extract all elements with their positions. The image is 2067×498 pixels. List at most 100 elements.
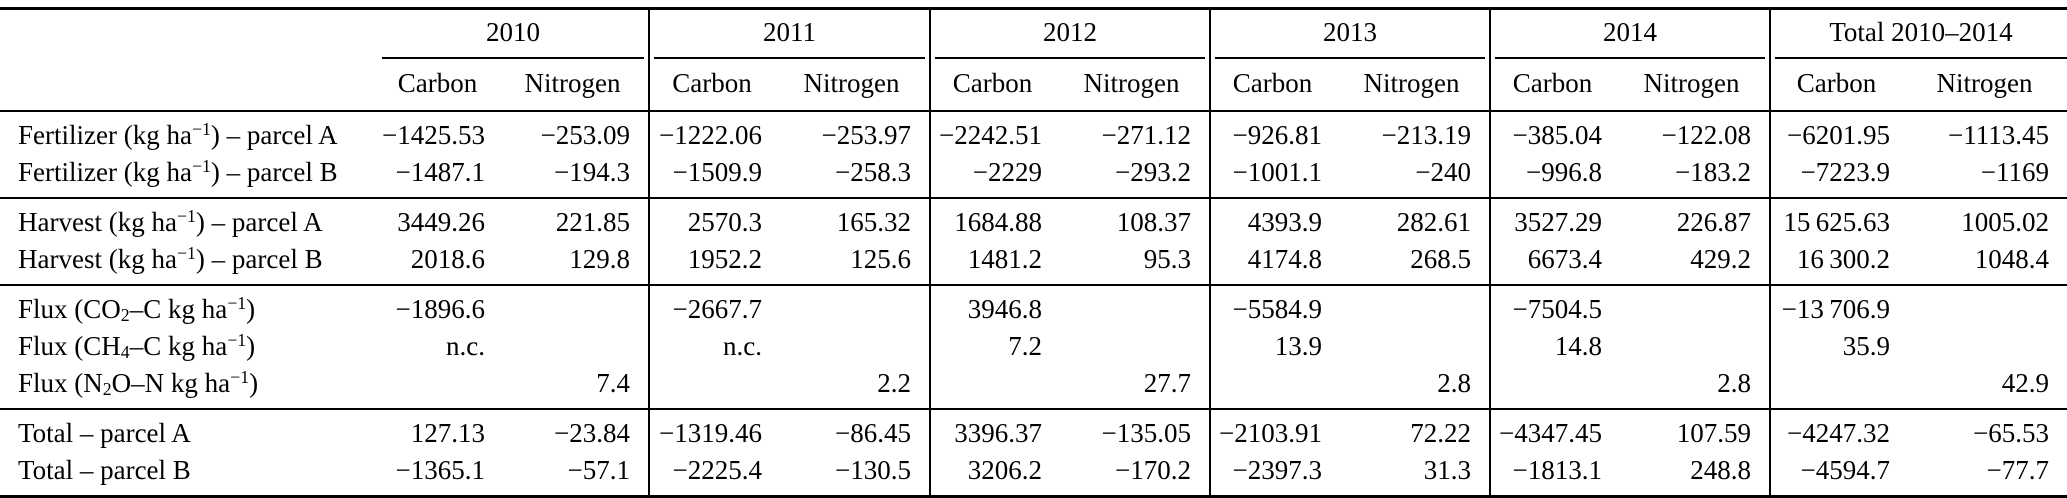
value-cell: −213.19 — [1381, 120, 1471, 150]
value-cell: −86.45 — [835, 418, 911, 448]
row-label: Total – parcel A — [18, 418, 191, 448]
value-cell: 15 625.63 — [1769, 198, 1908, 241]
value-cell: n.c. — [446, 331, 485, 361]
value-cell: 95.3 — [1143, 244, 1191, 274]
value-cell: −293.2 — [1115, 157, 1191, 187]
value-cell: −4594.7 — [1769, 452, 1908, 497]
value-cell: −1509.9 — [648, 154, 780, 198]
subheader-carbon: Carbon — [397, 68, 478, 98]
year-label: Total 2010–2014 — [1775, 14, 2067, 59]
value-cell — [1908, 285, 2067, 328]
value-cell: 16 300.2 — [1769, 241, 1908, 285]
value-cell: 7.2 — [929, 328, 1060, 365]
value-cell: 4174.8 — [1209, 241, 1340, 285]
table-row: Harvest (kg ha−1) – parcel A 3449.26 221.8… — [0, 198, 2067, 241]
value-cell: −130.5 — [835, 455, 911, 485]
value-cell: 6673.4 — [1489, 241, 1620, 285]
value-cell: −1487.1 — [395, 157, 485, 187]
value-cell — [648, 365, 780, 409]
superscript: −1 — [227, 293, 247, 314]
value-cell: −240 — [1415, 157, 1471, 187]
value-cell: 165.32 — [836, 207, 911, 237]
value-cell: −2242.51 — [929, 111, 1060, 154]
value-cell: −65.53 — [1973, 418, 2050, 448]
value-cell: −4247.32 — [1769, 409, 1908, 452]
value-cell: −183.2 — [1675, 157, 1751, 187]
value-cell: −996.8 — [1489, 154, 1620, 198]
carbon-nitrogen-budget-table: 2010 2011 2012 2013 2014 Total 2010–2014… — [0, 7, 2067, 498]
row-label: Flux (CH4–C kg ha−1) — [18, 330, 256, 363]
value-cell: −1001.1 — [1209, 154, 1340, 198]
value-cell — [1060, 328, 1210, 365]
value-cell — [1908, 328, 2067, 365]
row-group: Fertilizer (kg ha−1) – parcel A −1425.53 −… — [0, 111, 2067, 198]
row-label: Flux (N2O–N kg ha−1) — [18, 367, 259, 400]
subheader-nitrogen: Nitrogen — [1936, 68, 2033, 98]
value-cell — [1340, 328, 1490, 365]
subheader-carbon: Carbon — [1209, 59, 1340, 111]
value-cell: 282.61 — [1396, 207, 1471, 237]
subheader-carbon: Carbon — [929, 59, 1060, 111]
value-cell — [1340, 285, 1490, 328]
value-cell: 1952.2 — [648, 241, 780, 285]
subheader-carbon: Carbon — [1769, 59, 1908, 111]
value-cell: 108.37 — [1116, 207, 1191, 237]
value-cell: −1813.1 — [1489, 452, 1620, 497]
value-cell — [780, 285, 930, 328]
value-cell: −2229 — [929, 154, 1060, 198]
value-cell: −2397.3 — [1209, 452, 1340, 497]
value-cell: −5584.9 — [1209, 285, 1340, 328]
value-cell: −258.3 — [835, 157, 911, 187]
value-cell: −253.97 — [821, 120, 911, 150]
value-cell: 3449.26 — [397, 207, 485, 237]
value-cell: 2.8 — [1437, 368, 1471, 398]
value-cell: 31.3 — [1423, 455, 1471, 485]
value-cell: −13 706.9 — [1769, 285, 1908, 328]
value-cell — [378, 365, 503, 409]
value-cell: −271.12 — [1101, 120, 1191, 150]
value-cell: −2103.91 — [1209, 409, 1340, 452]
value-cell: 125.6 — [850, 244, 911, 274]
subheader-carbon: Carbon — [648, 59, 780, 111]
table-row: Fertilizer (kg ha−1) – parcel B −1487.1 −1… — [0, 154, 2067, 198]
row-label: Fertilizer (kg ha−1) – parcel B — [18, 156, 338, 187]
value-cell: 221.85 — [555, 207, 630, 237]
table-row: Flux (CH4–C kg ha−1) n.c. n.c. 7.2 13.9 14.8 3… — [0, 328, 2067, 365]
table-header: 2010 2011 2012 2013 2014 Total 2010–2014… — [0, 8, 2067, 111]
value-cell: −253.09 — [540, 120, 630, 150]
value-cell — [1620, 285, 1770, 328]
value-cell: 107.59 — [1676, 418, 1751, 448]
year-header-row: 2010 2011 2012 2013 2014 Total 2010–2014 — [0, 8, 2067, 59]
year-header-2011: 2011 — [648, 8, 930, 59]
value-cell — [503, 285, 649, 328]
value-cell: 127.13 — [410, 418, 485, 448]
value-cell: 1684.88 — [929, 198, 1060, 241]
value-cell: −4347.45 — [1489, 409, 1620, 452]
superscript: −1 — [230, 367, 250, 388]
value-cell: 4393.9 — [1209, 198, 1340, 241]
row-label: Total – parcel B — [18, 455, 191, 485]
value-cell: n.c. — [648, 328, 780, 365]
row-label: Fertilizer (kg ha−1) – parcel A — [18, 119, 338, 150]
value-cell: 42.9 — [2001, 368, 2050, 398]
value-cell: 2018.6 — [410, 244, 485, 274]
value-cell — [780, 328, 930, 365]
year-label: 2012 — [935, 14, 1205, 59]
subscript: 4 — [120, 342, 130, 363]
year-header-total: Total 2010–2014 — [1768, 8, 2067, 59]
row-group: Total – parcel A 127.13 −23.84 −1319.46 −86.… — [0, 409, 2067, 497]
year-label: 2013 — [1215, 14, 1485, 59]
row-label: Harvest (kg ha−1) – parcel A — [18, 206, 323, 237]
subscript: 2 — [102, 379, 112, 400]
value-cell — [929, 365, 1060, 409]
row-group: Harvest (kg ha−1) – parcel A 3449.26 221.8… — [0, 198, 2067, 285]
value-cell: 2570.3 — [648, 198, 780, 241]
value-cell: −7223.9 — [1769, 154, 1908, 198]
value-cell: 72.22 — [1410, 418, 1471, 448]
year-label: 2010 — [382, 14, 644, 59]
value-cell: −1365.1 — [395, 455, 485, 485]
value-cell: −385.04 — [1489, 111, 1620, 154]
value-cell: −77.7 — [1986, 455, 2050, 485]
value-cell: 248.8 — [1690, 455, 1751, 485]
superscript: −1 — [176, 243, 196, 264]
